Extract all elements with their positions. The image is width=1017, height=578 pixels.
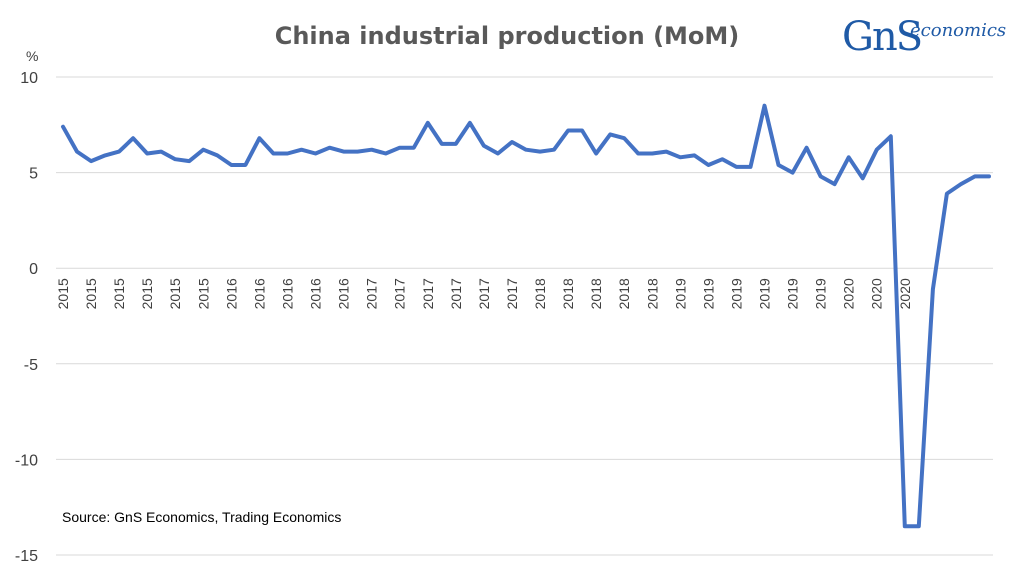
logo-mark: GnS <box>842 14 921 60</box>
x-tick-label-6: 2015 <box>139 278 155 309</box>
y-tick-label-5: -15 <box>15 548 38 565</box>
y-axis-ticks: 10 5 0 -5 -10 -15 <box>15 70 38 565</box>
x-tick-label-30: 2017 <box>476 278 492 309</box>
x-tick-label-60: 2020 <box>897 278 913 309</box>
x-tick-label-22: 2017 <box>364 278 380 309</box>
series-line-0 <box>61 103 991 529</box>
y-tick-label-3: -5 <box>24 357 38 374</box>
x-tick-label-10: 2015 <box>195 278 211 309</box>
x-tick-label-58: 2020 <box>869 278 885 309</box>
x-tick-label-44: 2019 <box>672 278 688 309</box>
x-tick-label-20: 2016 <box>336 278 352 309</box>
x-tick-label-48: 2019 <box>728 278 744 309</box>
logo: GnS economics <box>842 14 1006 60</box>
y-tick-label-0: 10 <box>20 70 38 87</box>
x-tick-label-28: 2017 <box>448 278 464 309</box>
x-tick-label-32: 2017 <box>504 278 520 309</box>
x-tick-label-8: 2015 <box>167 278 183 309</box>
x-tick-label-42: 2018 <box>644 278 660 309</box>
x-tick-label-14: 2016 <box>251 278 267 309</box>
x-tick-label-16: 2016 <box>279 278 295 309</box>
series-layer <box>61 103 991 529</box>
x-tick-label-40: 2018 <box>616 278 632 309</box>
x-tick-label-50: 2019 <box>757 278 773 309</box>
x-tick-label-56: 2020 <box>841 278 857 309</box>
chart-title: China industrial production (MoM) <box>275 22 740 50</box>
x-tick-label-0: 2015 <box>55 278 71 309</box>
x-tick-label-34: 2018 <box>532 278 548 309</box>
y-tick-label-2: 0 <box>29 261 38 278</box>
y-tick-label-4: -10 <box>15 452 38 469</box>
x-tick-label-26: 2017 <box>420 278 436 309</box>
source-note: Source: GnS Economics, Trading Economics <box>62 509 341 525</box>
x-tick-label-52: 2019 <box>785 278 801 309</box>
y-axis-unit: % <box>26 48 38 64</box>
x-tick-label-46: 2019 <box>700 278 716 309</box>
logo-text: economics <box>910 20 1006 41</box>
x-axis-ticks: 2015 2015 2015 2015 2015 2015 2016 2016 2016 2016… <box>55 278 913 309</box>
x-tick-label-2: 2015 <box>83 278 99 309</box>
x-tick-label-12: 2016 <box>223 278 239 309</box>
grid-lines <box>56 76 993 556</box>
x-tick-label-18: 2016 <box>308 278 324 309</box>
x-tick-label-4: 2015 <box>111 278 127 309</box>
x-tick-label-54: 2019 <box>813 278 829 309</box>
x-tick-label-24: 2017 <box>392 278 408 309</box>
y-tick-label-1: 5 <box>29 166 38 183</box>
x-tick-label-36: 2018 <box>560 278 576 309</box>
x-tick-label-38: 2018 <box>588 278 604 309</box>
